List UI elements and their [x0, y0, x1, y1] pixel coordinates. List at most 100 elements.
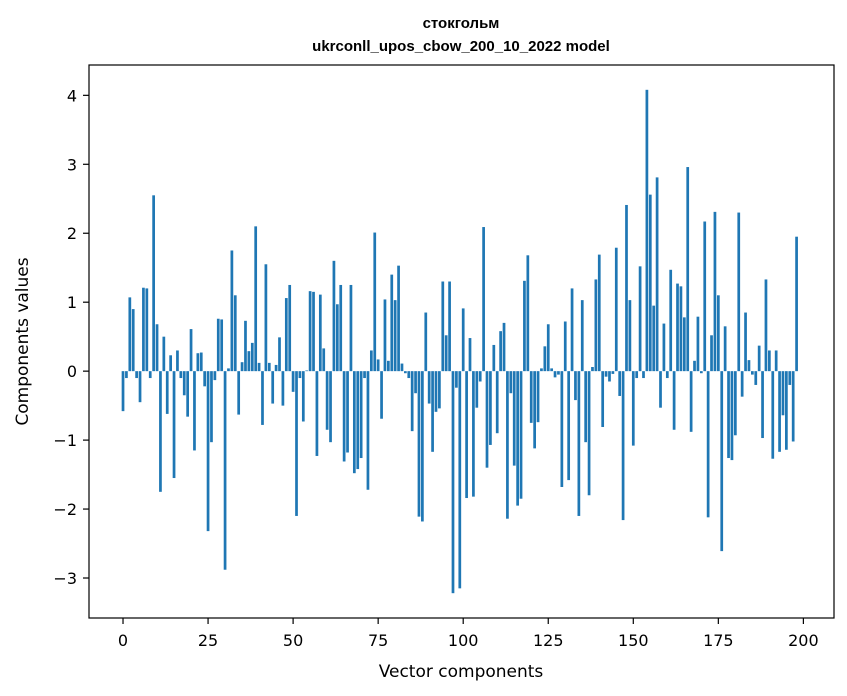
bar-63: [335, 304, 339, 372]
x-axis-ticks: 0 25 50 75 100 125 150 175 200: [118, 618, 819, 650]
bar-109: [492, 344, 496, 372]
bar-120: [529, 371, 533, 423]
bar-94: [441, 281, 445, 372]
x-tick-label: 150: [618, 631, 649, 650]
bar-8: [148, 371, 152, 379]
bars-group: [121, 89, 798, 594]
bar-22: [196, 353, 200, 372]
bar-100: [461, 308, 465, 372]
x-axis-label: Vector components: [379, 662, 544, 682]
bar-93: [438, 371, 441, 409]
bar-150: [631, 371, 635, 446]
bar-14: [169, 355, 172, 372]
x-tick-label: 75: [368, 631, 388, 650]
bar-108: [489, 371, 492, 445]
bar-65: [342, 371, 346, 462]
bar-138: [591, 367, 594, 372]
bar-125: [546, 324, 550, 372]
bar-189: [764, 279, 768, 372]
bar-71: [363, 371, 366, 379]
bar-32: [230, 250, 234, 372]
bar-67: [349, 284, 353, 372]
bar-4: [135, 371, 138, 379]
bar-113: [506, 371, 509, 519]
bar-143: [608, 371, 611, 382]
x-tick-label: 175: [703, 631, 734, 650]
bar-196: [788, 371, 792, 385]
bar-59: [322, 348, 326, 372]
bar-160: [665, 371, 669, 379]
y-tick-label: −2: [53, 500, 77, 519]
bar-135: [580, 300, 584, 372]
x-tick-label: 0: [118, 631, 128, 650]
bar-157: [655, 177, 659, 372]
bar-178: [727, 371, 730, 459]
bar-34: [237, 371, 241, 415]
bar-61: [329, 371, 332, 443]
bar-176: [720, 371, 724, 552]
bar-83: [404, 371, 407, 374]
bar-50: [291, 371, 295, 392]
bar-51: [295, 371, 298, 516]
bar-96: [448, 281, 451, 372]
bar-18: [182, 371, 186, 396]
bar-179: [730, 371, 734, 461]
bar-177: [723, 326, 727, 372]
bar-54: [305, 370, 309, 372]
bar-182: [740, 371, 744, 397]
bar-194: [781, 371, 785, 416]
bar-77: [383, 299, 387, 372]
bar-171: [703, 221, 707, 372]
bar-110: [495, 371, 499, 434]
bar-149: [628, 300, 632, 372]
bar-6: [142, 287, 145, 372]
bar-185: [751, 371, 754, 375]
bar-161: [669, 269, 673, 372]
bar-134: [577, 371, 581, 516]
bar-191: [771, 371, 775, 459]
bar-55: [308, 291, 312, 372]
bar-130: [563, 321, 567, 372]
bar-114: [509, 371, 513, 394]
bar-129: [560, 371, 564, 487]
bar-74: [373, 232, 377, 372]
x-tick-label: 100: [448, 631, 479, 650]
bar-118: [523, 280, 526, 372]
bar-183: [744, 312, 747, 372]
bar-13: [165, 371, 169, 414]
bar-45: [274, 364, 278, 372]
bar-127: [553, 371, 557, 378]
bar-146: [618, 371, 622, 396]
bar-107: [485, 371, 489, 468]
bar-49: [288, 284, 292, 372]
bar-33: [233, 295, 237, 372]
bar-101: [465, 371, 468, 499]
bar-12: [162, 336, 166, 372]
y-tick-label: 4: [67, 86, 77, 105]
bar-21: [193, 371, 196, 451]
bar-80: [393, 300, 397, 372]
bar-165: [682, 317, 686, 372]
bar-31: [227, 368, 230, 372]
bar-58: [318, 294, 322, 372]
bar-28: [216, 318, 220, 372]
bar-192: [774, 350, 778, 372]
bar-148: [625, 204, 628, 372]
bar-30: [223, 371, 227, 570]
bar-139: [594, 279, 598, 372]
bar-92: [434, 371, 438, 412]
bar-86: [414, 371, 417, 394]
y-tick-label: 2: [67, 224, 77, 243]
bar-52: [298, 371, 302, 379]
bar-174: [713, 211, 717, 372]
bar-7: [145, 288, 149, 372]
bar-75: [376, 359, 380, 372]
bar-73: [369, 350, 373, 372]
bar-85: [410, 371, 414, 432]
bar-116: [516, 371, 519, 506]
bar-82: [400, 363, 404, 372]
bar-56: [312, 291, 315, 372]
bar-2: [128, 297, 132, 372]
bar-133: [574, 371, 577, 401]
